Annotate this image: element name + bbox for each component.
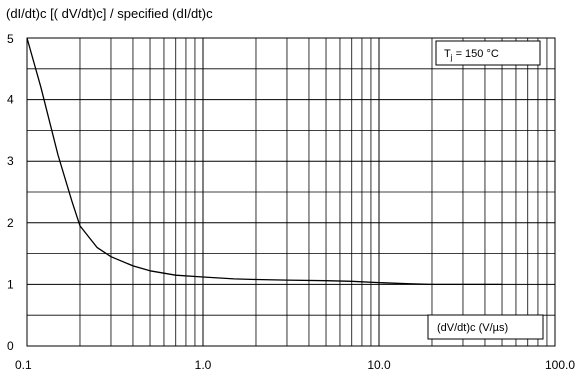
curve-layer bbox=[26, 37, 502, 286]
x-tick-label: 10.0 bbox=[367, 358, 391, 372]
y-tick-label: 0 bbox=[7, 339, 14, 353]
y-tick-label: 2 bbox=[7, 216, 14, 230]
x-tick-labels: 0.1 1.0 10.0 100.0 bbox=[15, 358, 575, 372]
y-tick-label: 5 bbox=[7, 32, 14, 46]
x-tick-label: 0.1 bbox=[15, 358, 32, 372]
x-axis-label-box: (dV/dt)c (V/µs) bbox=[427, 314, 544, 340]
plot-frame bbox=[26, 37, 556, 347]
temperature-annotation-box: Tj = 150 °C bbox=[435, 40, 541, 66]
y-tick-label: 3 bbox=[7, 154, 14, 168]
chart-title: (dI/dt)c [( dV/dt)c] / specified (dI/dt)… bbox=[6, 6, 213, 21]
x-axis-label: (dV/dt)c (V/µs) bbox=[437, 322, 508, 334]
y-tick-label: 1 bbox=[7, 277, 14, 291]
temperature-annotation-text: Tj = 150 °C bbox=[444, 48, 499, 62]
x-tick-label: 1.0 bbox=[195, 358, 212, 372]
y-tick-labels: 0 1 2 3 4 5 bbox=[7, 32, 14, 353]
y-tick-label: 4 bbox=[7, 93, 14, 107]
x-tick-label: 100.0 bbox=[545, 358, 575, 372]
series-line bbox=[26, 37, 502, 286]
grid-minor-lines bbox=[27, 38, 555, 346]
